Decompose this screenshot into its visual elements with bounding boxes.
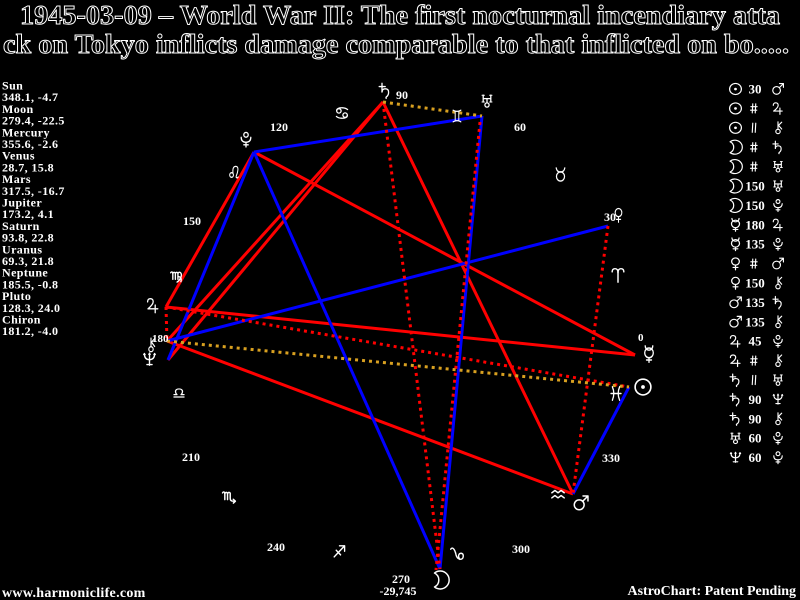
svg-text:90: 90 (749, 411, 762, 426)
svg-text:270: 270 (392, 572, 410, 586)
svg-text:93.8, 22.8: 93.8, 22.8 (2, 231, 54, 245)
svg-text:28.7, 15.8: 28.7, 15.8 (2, 160, 54, 174)
svg-text:30: 30 (749, 82, 762, 97)
svg-text:1945-03-09 – World War II: The: 1945-03-09 – World War II: The first noc… (20, 0, 781, 30)
svg-text:Mercury: Mercury (2, 125, 50, 139)
svg-text:69.3, 21.8: 69.3, 21.8 (2, 254, 54, 268)
svg-text:150: 150 (183, 214, 201, 228)
svg-text:181.2, -4.0: 181.2, -4.0 (2, 324, 58, 338)
svg-text:279.4, -22.5: 279.4, -22.5 (2, 114, 65, 128)
svg-text:45: 45 (749, 334, 763, 349)
svg-text:135: 135 (745, 314, 765, 329)
svg-text:Uranus: Uranus (2, 242, 42, 256)
svg-text:128.3, 24.0: 128.3, 24.0 (2, 301, 60, 315)
svg-text:Jupiter: Jupiter (2, 196, 42, 210)
svg-text:150: 150 (745, 276, 765, 291)
svg-text:30: 30 (604, 210, 616, 224)
svg-text:-29,745: -29,745 (380, 584, 417, 598)
svg-text:185.5, -0.8: 185.5, -0.8 (2, 277, 58, 291)
svg-text:210: 210 (182, 450, 200, 464)
svg-text:135: 135 (745, 295, 765, 310)
svg-text:135: 135 (745, 237, 765, 252)
svg-text:60: 60 (749, 450, 762, 465)
svg-text:90: 90 (396, 88, 408, 102)
svg-text:Mars: Mars (2, 172, 31, 186)
svg-text:180: 180 (152, 333, 169, 345)
svg-text:240: 240 (267, 540, 285, 554)
svg-text:Neptune: Neptune (2, 266, 48, 280)
svg-text:Chiron: Chiron (2, 313, 41, 327)
svg-text:60: 60 (514, 120, 526, 134)
svg-text:330: 330 (602, 451, 620, 465)
svg-text:60: 60 (749, 431, 762, 446)
svg-text:300: 300 (512, 542, 530, 556)
svg-text:355.6, -2.6: 355.6, -2.6 (2, 137, 58, 151)
svg-text:www.harmoniclife.com: www.harmoniclife.com (2, 586, 146, 600)
svg-text:150: 150 (745, 179, 765, 194)
svg-text:120: 120 (270, 120, 288, 134)
svg-text:Sun: Sun (2, 79, 23, 93)
svg-text:173.2, 4.1: 173.2, 4.1 (2, 207, 54, 221)
svg-text:0: 0 (638, 332, 644, 344)
svg-text:150: 150 (745, 198, 765, 213)
svg-text:AstroChart: Patent Pending: AstroChart: Patent Pending (627, 584, 796, 599)
svg-text:317.5, -16.7: 317.5, -16.7 (2, 184, 65, 198)
svg-text:Saturn: Saturn (2, 219, 40, 233)
svg-text:ck on Tokyo inflicts damage co: ck on Tokyo inflicts damage comparable t… (3, 29, 789, 59)
svg-text:Pluto: Pluto (2, 289, 31, 303)
svg-text:180: 180 (745, 217, 765, 232)
svg-text:Moon: Moon (2, 102, 34, 116)
svg-text:Venus: Venus (2, 149, 35, 163)
svg-text:348.1, -4.7: 348.1, -4.7 (2, 90, 58, 104)
svg-text:90: 90 (749, 392, 762, 407)
